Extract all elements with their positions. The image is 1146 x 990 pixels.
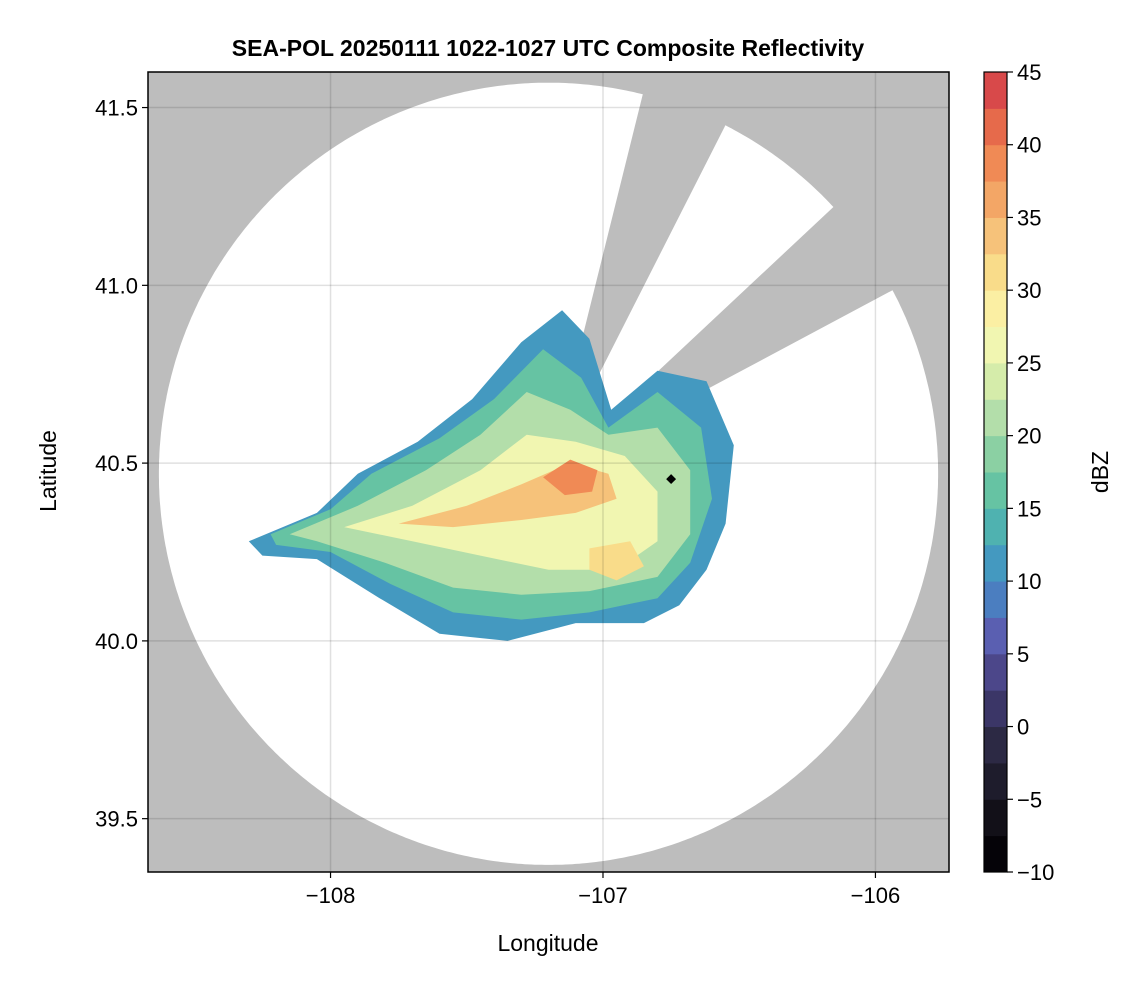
reflectivity-field <box>248 310 734 641</box>
plot-frame <box>147 71 950 873</box>
colorbar-cell-10 <box>984 472 1007 509</box>
plot-area: −108 −107 −106 39.5 40.0 40.5 41.0 41.5 <box>95 71 950 908</box>
colorbar-cells <box>984 72 1007 873</box>
reflectivity-region-5 <box>543 459 598 496</box>
y-tick-label-0: 39.5 <box>95 807 138 832</box>
x-axis-ticks: −108 −107 −106 <box>306 872 900 908</box>
colorbar-tick-label-5: 15 <box>1017 496 1041 521</box>
colorbar: −10 −5 0 5 10 15 20 25 30 35 40 45 dBZ <box>983 60 1113 885</box>
colorbar-tick-label-8: 30 <box>1017 278 1041 303</box>
colorbar-cell-19 <box>984 144 1007 182</box>
y-axis-ticks: 39.5 40.0 40.5 41.0 41.5 <box>95 96 148 832</box>
x-tick-label-1: −107 <box>578 883 628 908</box>
colorbar-cell-2 <box>984 762 1007 800</box>
colorbar-tick-label-2: 0 <box>1017 715 1029 740</box>
colorbar-cell-17 <box>984 217 1007 255</box>
colorbar-cell-16 <box>984 253 1007 291</box>
colorbar-cell-8 <box>984 544 1007 582</box>
colorbar-cell-0 <box>984 835 1007 873</box>
colorbar-cell-12 <box>984 399 1007 437</box>
colorbar-cell-11 <box>984 435 1007 473</box>
y-tick-label-3: 41.0 <box>95 273 138 298</box>
colorbar-tick-label-7: 25 <box>1017 351 1041 376</box>
y-tick-label-2: 40.5 <box>95 451 138 476</box>
reflectivity-region-6 <box>589 541 644 581</box>
colorbar-tick-label-3: 5 <box>1017 642 1029 667</box>
colorbar-cell-14 <box>984 326 1007 364</box>
colorbar-cell-6 <box>984 617 1007 655</box>
x-tick-label-2: −106 <box>851 883 901 908</box>
colorbar-cell-13 <box>984 362 1007 400</box>
colorbar-tick-label-10: 40 <box>1017 133 1041 158</box>
colorbar-cell-18 <box>984 181 1007 218</box>
x-axis-label: Longitude <box>497 930 598 956</box>
site-marker <box>666 474 677 485</box>
colorbar-cell-9 <box>984 508 1007 546</box>
y-tick-label-1: 40.0 <box>95 629 138 654</box>
colorbar-tick-label-11: 45 <box>1017 60 1041 85</box>
colorbar-tick-label-1: −5 <box>1017 787 1042 812</box>
colorbar-tick-label-4: 10 <box>1017 569 1041 594</box>
colorbar-cell-3 <box>984 726 1007 764</box>
colorbar-cell-15 <box>984 290 1007 328</box>
colorbar-cell-5 <box>984 653 1007 691</box>
colorbar-tick-label-9: 35 <box>1017 205 1041 230</box>
y-axis-label: Latitude <box>35 430 61 512</box>
colorbar-tick-label-6: 20 <box>1017 424 1041 449</box>
colorbar-cell-21 <box>984 72 1007 109</box>
colorbar-cell-20 <box>984 108 1007 146</box>
y-tick-label-4: 41.5 <box>95 96 138 121</box>
colorbar-frame <box>983 71 1008 873</box>
x-tick-label-0: −108 <box>306 883 356 908</box>
colorbar-tick-label-0: −10 <box>1017 860 1054 885</box>
colorbar-label: dBZ <box>1087 451 1113 493</box>
colorbar-cell-4 <box>984 690 1007 728</box>
colorbar-cell-1 <box>984 799 1007 837</box>
chart-title: SEA-POL 20250111 1022-1027 UTC Composite… <box>232 35 865 61</box>
grid-lines <box>148 72 949 872</box>
colorbar-ticks: −10 −5 0 5 10 15 20 25 30 35 40 45 <box>1007 60 1054 885</box>
colorbar-cell-7 <box>984 581 1007 618</box>
